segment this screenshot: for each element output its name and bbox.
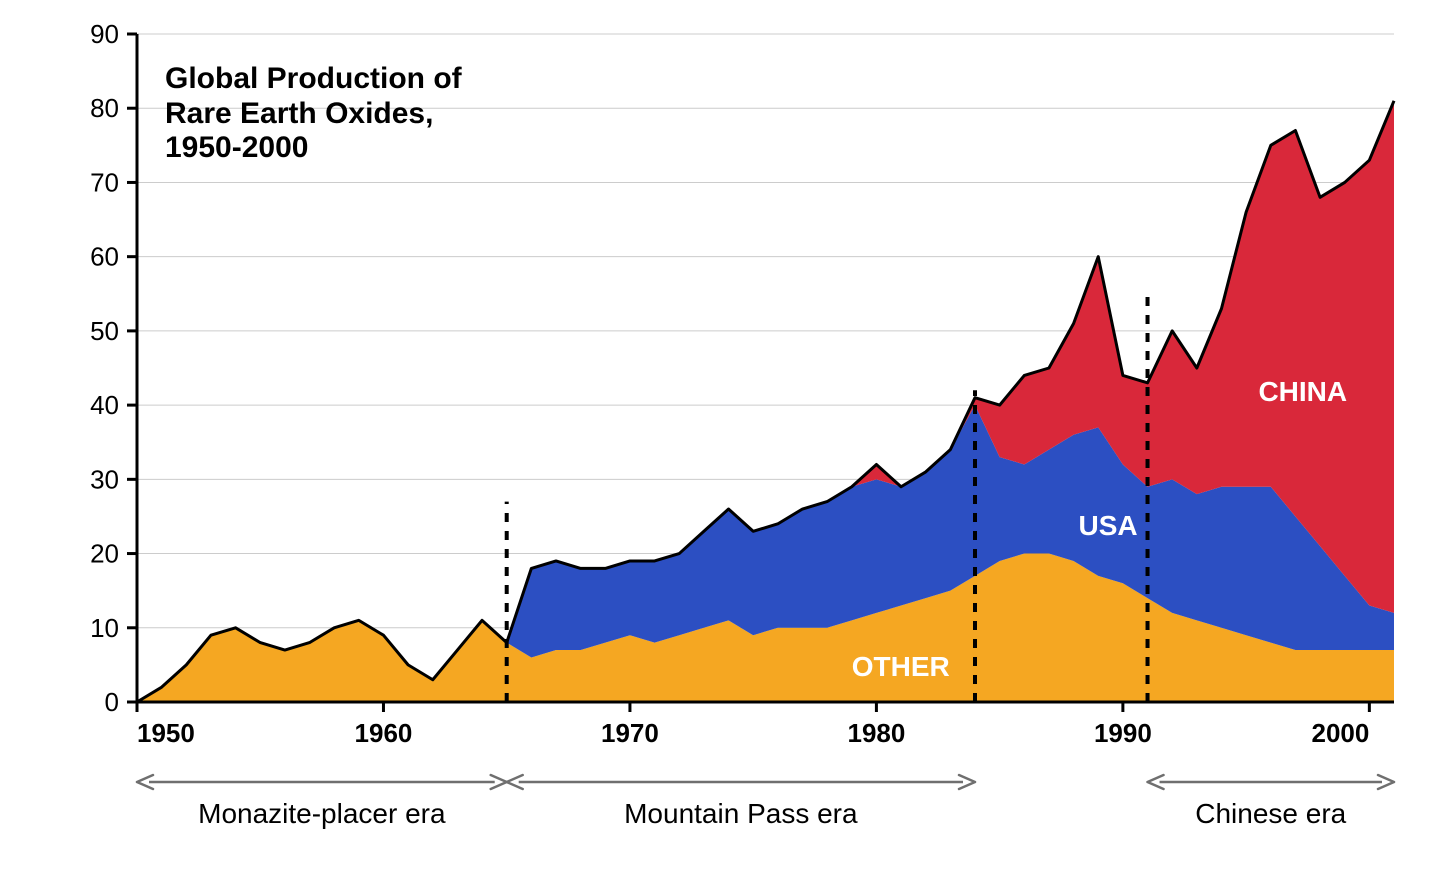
era-label: Monazite-placer era: [198, 798, 445, 830]
era-arrow: [507, 775, 975, 789]
x-tick-label: 2000: [1312, 718, 1370, 748]
chart-title: Global Production of Rare Earth Oxides, …: [165, 62, 462, 166]
series-label-china: CHINA: [1258, 376, 1347, 408]
y-tick-label: 10: [90, 613, 119, 643]
series-label-usa: USA: [1079, 510, 1138, 542]
chart-title-line-3: 1950-2000: [165, 131, 308, 164]
chart-title-line-1: Global Production of: [165, 62, 462, 95]
x-tick-label: 1970: [601, 718, 659, 748]
y-tick-label: 80: [90, 93, 119, 123]
x-tick-label: 1990: [1094, 718, 1152, 748]
y-tick-label: 90: [90, 19, 119, 49]
y-tick-label: 60: [90, 242, 119, 272]
y-tick-label: 40: [90, 390, 119, 420]
era-label: Chinese era: [1195, 798, 1346, 830]
series-label-other: OTHER: [852, 651, 950, 683]
chart-container: 0 10 20 30 40 50 60 70 80 90 1950 1960 1970 1980 1990 2…: [0, 0, 1446, 881]
chart-title-line-2: Rare Earth Oxides,: [165, 97, 433, 130]
era-label: Mountain Pass era: [624, 798, 857, 830]
y-tick-label: 70: [90, 167, 119, 197]
y-tick-label: 0: [105, 687, 119, 717]
era-arrow: [1148, 775, 1394, 789]
y-tick-label: 30: [90, 464, 119, 494]
y-tick-label: 20: [90, 539, 119, 569]
x-tick-label: 1950: [137, 718, 195, 748]
x-tick-label: 1980: [847, 718, 905, 748]
era-arrow: [137, 775, 507, 789]
y-tick-label: 50: [90, 316, 119, 346]
x-tick-label: 1960: [355, 718, 413, 748]
